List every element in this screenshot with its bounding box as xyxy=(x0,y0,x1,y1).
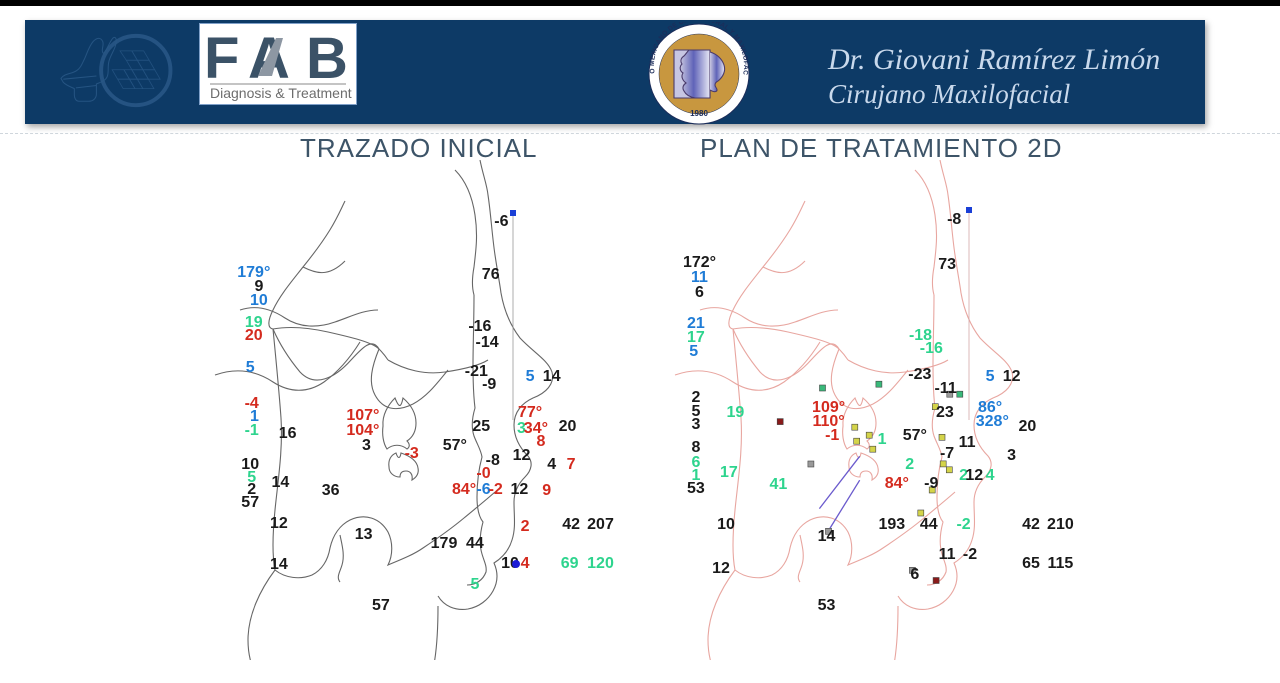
svg-text:1980: 1980 xyxy=(690,109,708,118)
svg-text:F: F xyxy=(204,26,238,91)
svg-text:Diagnosis & Treatment: Diagnosis & Treatment xyxy=(210,85,352,101)
svg-text:B: B xyxy=(306,26,346,91)
